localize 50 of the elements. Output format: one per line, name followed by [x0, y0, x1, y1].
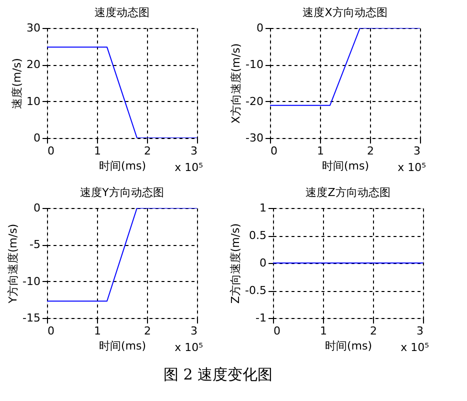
y-tick-label: -1 — [256, 312, 266, 324]
x-tick-label: 2 — [370, 324, 377, 338]
text: x 10⁵ — [174, 341, 203, 354]
chart-title: 速度动态图 — [94, 6, 150, 19]
chart-title: 速度X方向动态图 — [302, 6, 388, 19]
x-tick-label: 0 — [48, 144, 54, 158]
y-tick-label: 1 — [260, 202, 266, 214]
chart-title: 速度Z方向动态图 — [306, 186, 390, 199]
y-tick-label: -30 — [246, 132, 264, 144]
y-tick-label: 30 — [26, 22, 40, 34]
y-tick-label: 20 — [26, 58, 40, 72]
y-tick-label: 10 — [26, 94, 40, 108]
x-tick-label: 3 — [190, 144, 198, 158]
x-tick-label: 2 — [144, 144, 151, 158]
chart-title: 速度Y方向动态图 — [80, 186, 164, 199]
x-axis-title: 时间(ms) — [322, 160, 370, 172]
x-axis-title: 时间(ms) — [324, 340, 372, 352]
y-tick-label: -15 — [22, 312, 40, 324]
x-axis-title: 时间(ms) — [98, 160, 146, 172]
x-axis-title: 时间(ms) — [98, 340, 146, 352]
y-tick-label: 0 — [34, 202, 40, 214]
x-tick-label: 1 — [94, 144, 101, 158]
x-tick-label: 3 — [414, 144, 420, 158]
y-axis-title: Y方向速度(m/s) — [6, 224, 20, 304]
x-tick-label: 0 — [270, 144, 278, 158]
x-tick-label: 1 — [317, 144, 324, 158]
x-tick-label: 2 — [144, 324, 151, 338]
text: x 10⁵ — [174, 161, 203, 174]
y-tick-label: 0 — [256, 22, 264, 34]
y-tick-label: -0.5 — [245, 284, 266, 297]
x-tick-label: 3 — [416, 324, 424, 338]
x-tick-label: 1 — [320, 324, 327, 338]
text: x 10⁵ — [400, 341, 429, 354]
x-tick-label: 3 — [190, 324, 198, 338]
y-axis-title: X方向速度(m/s) — [230, 43, 243, 124]
y-tick-label: 0.5 — [249, 229, 266, 242]
x-tick-label: 0 — [48, 324, 54, 338]
y-tick-label: 0 — [34, 132, 40, 144]
x-tick-label: 2 — [367, 144, 374, 158]
caption: 图 2 速度变化图 — [163, 366, 273, 384]
text: x 10⁵ — [398, 161, 426, 174]
y-tick-label: -20 — [246, 94, 264, 108]
y-tick-label: 0 — [260, 256, 266, 270]
x-tick-label: 1 — [94, 324, 101, 338]
y-tick-label: -10 — [22, 274, 40, 288]
y-axis-title: 速度(m/s) — [10, 58, 24, 109]
x-tick-label: 0 — [274, 324, 280, 338]
y-tick-label: -10 — [246, 58, 264, 72]
y-axis-title: Z方向速度(m/s) — [229, 223, 242, 304]
y-tick-label: -5 — [30, 238, 40, 252]
